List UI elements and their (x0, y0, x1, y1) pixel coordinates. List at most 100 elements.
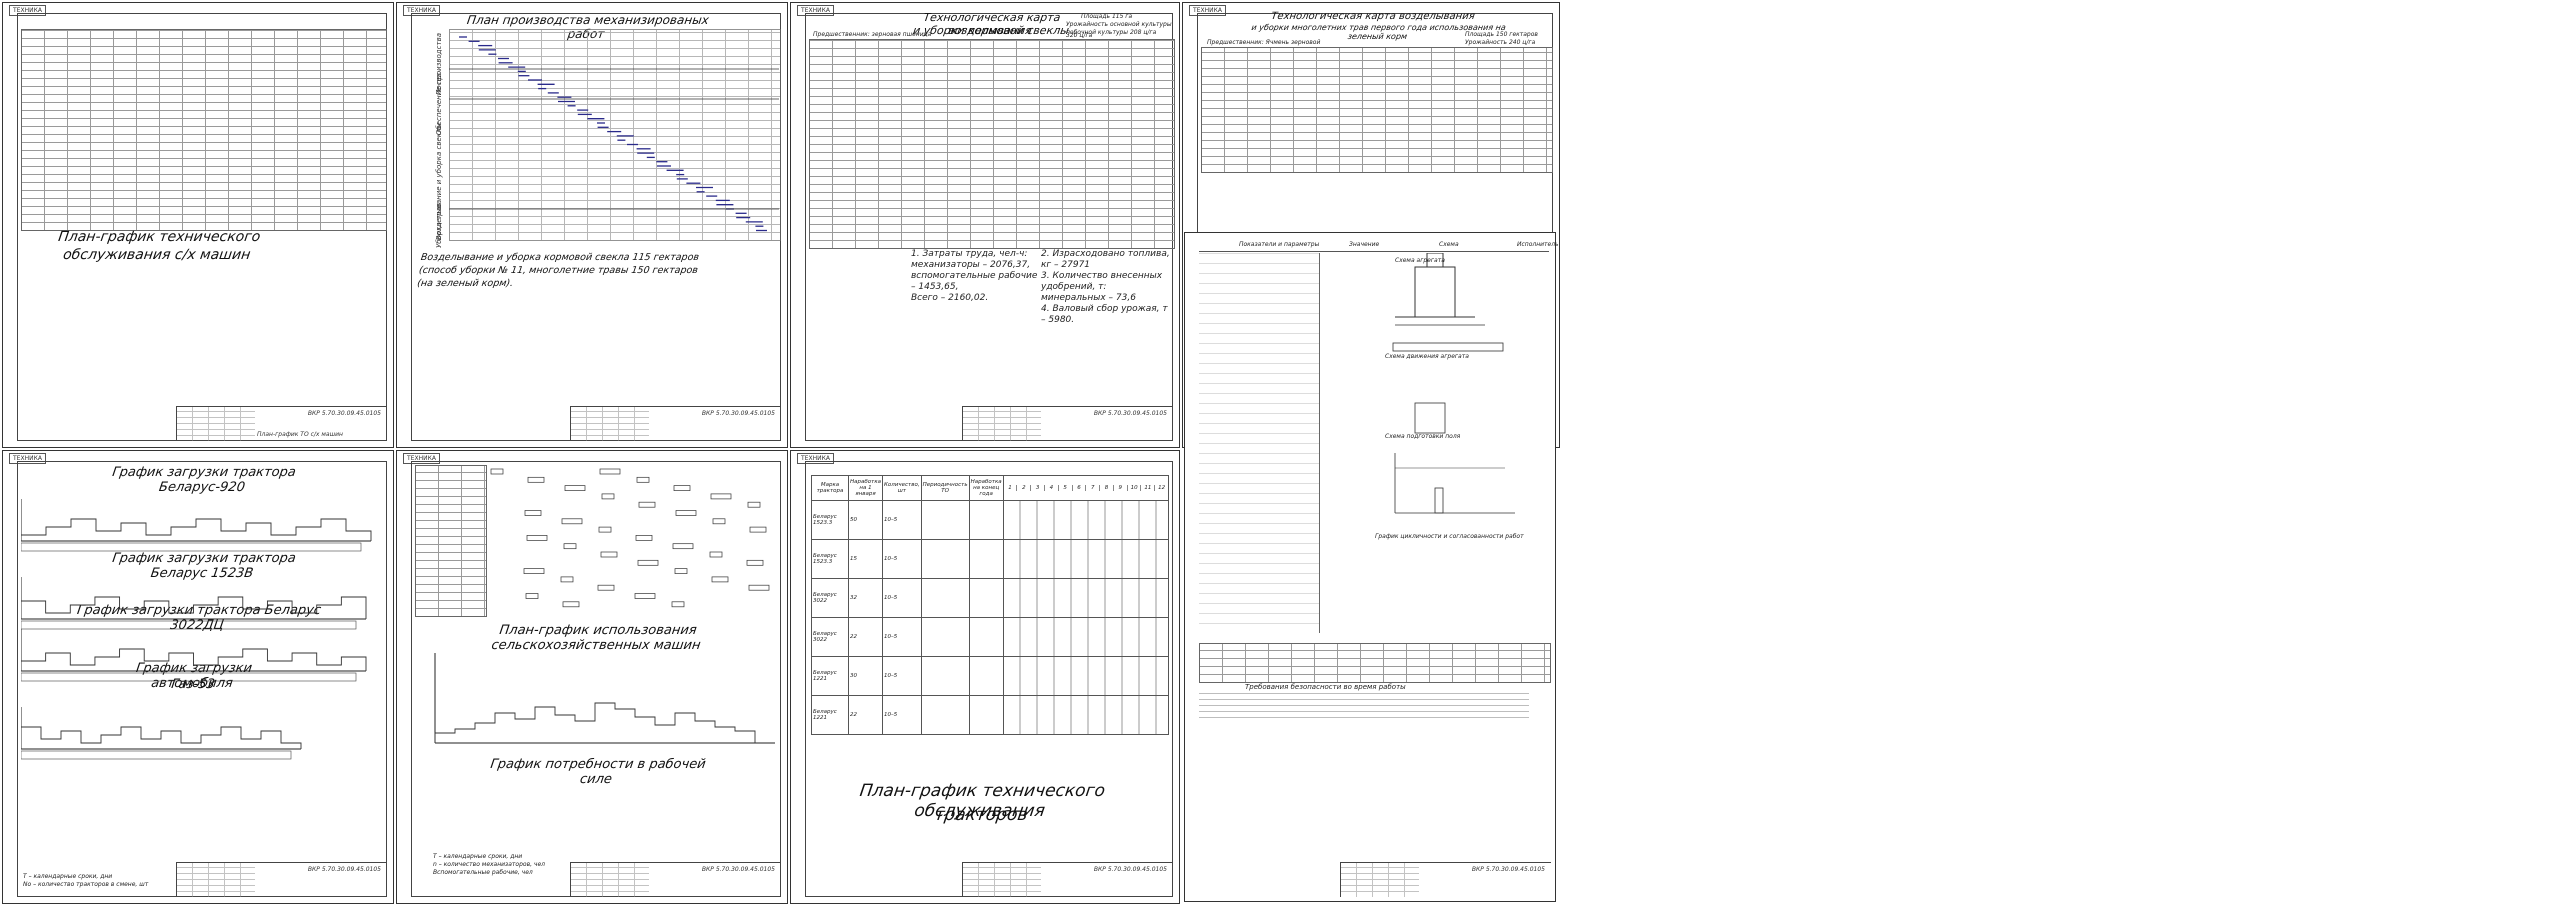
machine-use-block (560, 576, 574, 583)
area-label: Площадь 150 гектаров (1465, 31, 1538, 38)
title-block: ВКР 5.70.30.09.45.0105 (962, 406, 1173, 441)
legend-line: Т – календарные сроки, дни (433, 853, 523, 860)
month-scale (21, 620, 357, 630)
machine-use-block (638, 501, 656, 508)
cell-months (1002, 617, 1170, 657)
sheet-stamp: ТЕХНИКА (797, 453, 834, 464)
maintenance-table (21, 29, 387, 231)
cell-brand: Беларус 1523.3 (811, 500, 849, 540)
cell-hours: 15 (847, 539, 884, 579)
sheet-machine-usage-plan: ТЕХНИКА План-график использования сельск… (396, 450, 788, 904)
farm-label: Предшественник: Ячмень зерновой (1207, 39, 1321, 46)
sheet-stamp: ТЕХНИКА (1189, 5, 1226, 16)
sheet-tractor-load-graphs: ТЕХНИКА График загрузки трактора Беларус… (2, 450, 394, 904)
machine-use-block (601, 493, 615, 500)
cell-empty (920, 656, 970, 696)
machine-use-block (711, 576, 729, 583)
title-block: ВКР 5.70.30.09.45.0105 (570, 862, 781, 897)
machine-use-block (600, 551, 618, 558)
drawing-code: ВКР 5.70.30.09.45.0105 (701, 410, 775, 417)
drawing-code: ВКР 5.70.30.09.45.0105 (701, 866, 775, 873)
machine-use-block (673, 485, 691, 491)
cell-qty: 10–5 (882, 695, 922, 735)
machine-use-block (748, 584, 770, 591)
month-cell: 2 (1017, 485, 1032, 491)
works-gantt-bars (449, 36, 779, 232)
tractor-load-charts (21, 499, 372, 760)
machine-use-block (490, 468, 504, 475)
ot-bottom-caption: Требования безопасности во время работы (1245, 683, 1406, 691)
table-row: Беларус 3022 32 10–5 (811, 578, 1170, 618)
note-line: 3. Количество внесенных удобрений, т: (1041, 271, 1163, 292)
month-cell: 4 (1045, 485, 1059, 491)
drawing-code: ВКР 5.70.30.09.45.0105 (307, 410, 381, 417)
cell-hours: 30 (847, 656, 884, 696)
area-label: Площадь 115 га (1081, 13, 1133, 20)
machine-use-block (598, 526, 612, 533)
cell-months (1002, 695, 1170, 735)
month-cell: 10 (1128, 485, 1142, 491)
machine-list-table (415, 465, 487, 617)
sheet-title-line1: Технологическая карта возделывания (1270, 11, 1476, 22)
note-line: вспомогательные рабочие – 1453,65, (911, 271, 1038, 292)
month-cell: 5 (1059, 485, 1073, 491)
sheet-tech-map-beet: ТЕХНИКА Технологическая карта возделыван… (790, 2, 1180, 448)
month-cell: 3 (1031, 485, 1045, 491)
ot-header-col: Исполнитель (1517, 241, 1559, 248)
machine-use-block (747, 501, 761, 508)
cell-hours: 50 (847, 500, 884, 540)
cell-qty: 10–5 (882, 617, 922, 657)
months-header: 1 2 3 4 5 6 7 8 9 10 11 12 (1002, 475, 1170, 501)
title-block: ВКР 5.70.30.09.45.0105 (962, 862, 1173, 897)
cell-empty (968, 539, 1004, 579)
table-row: Беларус 1523.3 50 10–5 (811, 500, 1170, 540)
ot-bottom-table (1199, 643, 1551, 683)
ot-header: Показатели и параметры Значение Схема Ис… (1199, 241, 1559, 252)
ot-schema-label: Схема подготовки поля (1385, 433, 1461, 440)
col-header: Наработка на 1 января (847, 475, 884, 501)
cell-months (1002, 656, 1170, 696)
cell-brand: Беларус 1523.3 (811, 539, 849, 579)
cell-empty (968, 695, 1004, 735)
sheet-maintenance-plan-tractors: ТЕХНИКА Марка трактора Наработка на 1 ян… (790, 450, 1180, 904)
legend-line: Nо – количество тракторов в смене, шт (23, 881, 149, 888)
sheet-stamp: ТЕХНИКА (9, 453, 46, 464)
cell-brand: Беларус 3022 (811, 578, 849, 618)
cell-empty (920, 539, 970, 579)
load-step-line (21, 726, 302, 749)
note-line: 2. Израсходовано топлива, кг – 27971 (1041, 249, 1170, 270)
sheet-stamp: ТЕХНИКА (797, 5, 834, 16)
machine-use-block (599, 468, 621, 475)
drawing-name: План-график ТО с/х машин (257, 431, 343, 438)
side-label: Посев (435, 73, 443, 95)
drawing-code: ВКР 5.70.30.09.45.0105 (1093, 866, 1167, 873)
cell-brand: Беларус 1221 (811, 695, 849, 735)
sheet-stamp: ТЕХНИКА (403, 5, 440, 16)
machine-use-block (749, 526, 767, 533)
yield-label: Урожайность 240 ц/га (1465, 39, 1536, 46)
sheet-stamp: ТЕХНИКА (9, 5, 46, 16)
machine-use-block (712, 518, 726, 525)
ot-header-col: Показатели и параметры (1239, 241, 1320, 248)
machine-use-block (524, 510, 542, 516)
month-scale (21, 672, 357, 682)
drawing-code: ВКР 5.70.30.09.45.0105 (1471, 866, 1545, 873)
cell-empty (920, 500, 970, 540)
cell-empty (968, 578, 1004, 618)
farm-label: Предшественник: зерновая пшеница (813, 31, 932, 38)
cell-qty: 10–5 (882, 500, 922, 540)
machine-use-block (523, 568, 545, 574)
machine-use-block (525, 593, 539, 599)
summary-notes-left: 1. Затраты труда, чел-ч: механизаторы – … (911, 249, 1041, 304)
title-block: ВКР 5.70.30.09.45.0105 (1340, 862, 1551, 897)
machine-use-block (563, 543, 577, 550)
note-line: 4. Валовый сбор урожая, т – 5980. (1041, 304, 1168, 325)
machine-use-block (675, 510, 697, 516)
col-header: Количество, шт (882, 475, 922, 501)
month-scale (21, 750, 292, 760)
load-step-line (21, 518, 372, 541)
cell-empty (968, 617, 1004, 657)
cell-qty: 10–5 (882, 539, 922, 579)
table-row: Беларус 1221 22 10–5 (811, 695, 1170, 735)
